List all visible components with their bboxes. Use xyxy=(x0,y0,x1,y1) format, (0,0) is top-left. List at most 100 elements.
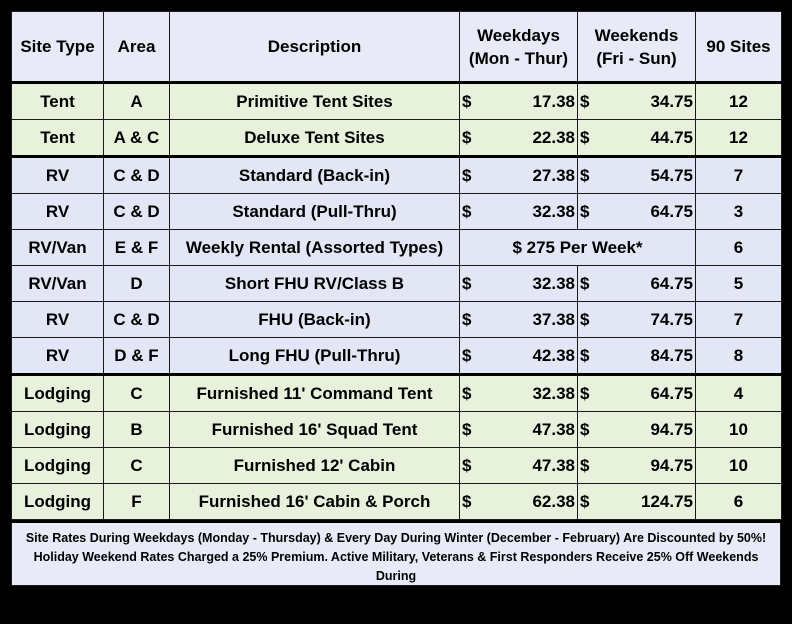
sites-count-cell: 6 xyxy=(695,483,782,520)
description-cell: Deluxe Tent Sites xyxy=(169,119,460,157)
site-type-cell: RV xyxy=(11,301,104,338)
area-cell: B xyxy=(103,411,170,448)
currency-symbol: $ xyxy=(462,345,472,365)
weekday-amount: 47.38 xyxy=(532,419,575,439)
currency-symbol: $ xyxy=(580,309,590,329)
area-cell: C & D xyxy=(103,155,170,194)
site-type-cell: RV xyxy=(11,337,104,375)
area-cell: E & F xyxy=(103,229,170,266)
sites-count-cell: 10 xyxy=(695,411,782,448)
weekend-rate-cell: $44.75 xyxy=(577,119,696,157)
weekend-amount: 74.75 xyxy=(650,309,693,329)
description-cell: Furnished 16' Squad Tent xyxy=(169,411,460,448)
area-cell: D & F xyxy=(103,337,170,375)
weekend-amount: 64.75 xyxy=(650,273,693,293)
rate-footnote: Site Rates During Weekdays (Monday - Thu… xyxy=(11,520,781,621)
description-cell: Furnished 11' Command Tent xyxy=(169,373,460,412)
header-weekends: Weekends (Fri - Sun) xyxy=(577,11,696,83)
weekend-rate-cell: $34.75 xyxy=(577,81,696,120)
currency-symbol: $ xyxy=(462,127,472,147)
sites-count-cell: 4 xyxy=(695,373,782,412)
weekday-rate-cell: $47.38 xyxy=(459,447,578,484)
weekend-amount: 84.75 xyxy=(650,345,693,365)
header-weekdays-title: Weekdays xyxy=(477,25,560,45)
weekend-rate-cell: $54.75 xyxy=(577,155,696,194)
footnote-line: the Regular Season (Weekdays & Winters A… xyxy=(20,586,772,624)
site-type-cell: RV xyxy=(11,155,104,194)
sites-count-cell: 3 xyxy=(695,193,782,230)
weekend-amount: 34.75 xyxy=(650,91,693,111)
header-weekdays-days: (Mon - Thur) xyxy=(468,48,569,68)
weekday-amount: 37.38 xyxy=(532,309,575,329)
sites-count-cell: 6 xyxy=(695,229,782,266)
currency-symbol: $ xyxy=(580,91,590,111)
currency-symbol: $ xyxy=(580,273,590,293)
site-type-cell: Tent xyxy=(11,81,104,120)
footnote-line: Holiday Weekend Rates Charged a 25% Prem… xyxy=(33,550,759,583)
weekend-amount: 94.75 xyxy=(650,455,693,475)
weekend-amount: 124.75 xyxy=(641,491,693,511)
sites-count-cell: 12 xyxy=(695,119,782,157)
sites-count-cell: 7 xyxy=(695,301,782,338)
weekday-rate-cell: $62.38 xyxy=(459,483,578,520)
weekend-rate-cell: $74.75 xyxy=(577,301,696,338)
weekday-rate-cell: $47.38 xyxy=(459,411,578,448)
weekend-rate-cell: $64.75 xyxy=(577,373,696,412)
area-cell: C xyxy=(103,373,170,412)
weekday-amount: 47.38 xyxy=(532,455,575,475)
currency-symbol: $ xyxy=(580,345,590,365)
currency-symbol: $ xyxy=(462,91,472,111)
table-row: RV C & D Standard (Pull-Thru) $32.38 $64… xyxy=(11,193,782,230)
weekend-rate-cell: $124.75 xyxy=(577,483,696,520)
weekend-rate-cell: $64.75 xyxy=(577,193,696,230)
weekend-rate-cell: $94.75 xyxy=(577,447,696,484)
currency-symbol: $ xyxy=(462,383,472,403)
header-area: Area xyxy=(103,11,170,83)
currency-symbol: $ xyxy=(462,309,472,329)
site-type-cell: RV/Van xyxy=(11,265,104,302)
weekday-amount: 22.38 xyxy=(532,127,575,147)
site-type-cell: RV/Van xyxy=(11,229,104,266)
weekday-amount: 32.38 xyxy=(532,383,575,403)
sites-count-cell: 12 xyxy=(695,81,782,120)
table-row: Tent A Primitive Tent Sites $17.38 $34.7… xyxy=(11,81,782,120)
weekday-rate-cell: $32.38 xyxy=(459,193,578,230)
weekend-amount: 64.75 xyxy=(650,201,693,221)
weekly-rate-cell: $ 275 Per Week* xyxy=(459,229,696,266)
currency-symbol: $ xyxy=(462,455,472,475)
currency-symbol: $ xyxy=(580,419,590,439)
table-row: Lodging C Furnished 11' Command Tent $32… xyxy=(11,373,782,412)
area-cell: F xyxy=(103,483,170,520)
description-cell: Weekly Rental (Assorted Types) xyxy=(169,229,460,266)
area-cell: D xyxy=(103,265,170,302)
footnote-text: the Regular Season ( xyxy=(26,588,151,602)
sites-count-cell: 7 xyxy=(695,155,782,194)
table-row: Lodging F Furnished 16' Cabin & Porch $6… xyxy=(11,483,782,520)
currency-symbol: $ xyxy=(580,165,590,185)
weekday-amount: 62.38 xyxy=(532,491,575,511)
weekday-rate-cell: $17.38 xyxy=(459,81,578,120)
header-sites: 90 Sites xyxy=(695,11,782,83)
weekday-amount: 27.38 xyxy=(532,165,575,185)
site-type-cell: Lodging xyxy=(11,411,104,448)
description-cell: Primitive Tent Sites xyxy=(169,81,460,120)
header-description: Description xyxy=(169,11,460,83)
header-weekends-title: Weekends xyxy=(594,25,679,45)
site-type-cell: Tent xyxy=(11,119,104,157)
header-site-type: Site Type xyxy=(11,11,104,83)
description-cell: Short FHU RV/Class B xyxy=(169,265,460,302)
currency-symbol: $ xyxy=(462,419,472,439)
currency-symbol: $ xyxy=(462,201,472,221)
weekend-amount: 94.75 xyxy=(650,419,693,439)
area-cell: C & D xyxy=(103,301,170,338)
description-cell: Furnished 12' Cabin xyxy=(169,447,460,484)
weekday-rate-cell: $22.38 xyxy=(459,119,578,157)
area-cell: A xyxy=(103,81,170,120)
table-row: RV/Van E & F Weekly Rental (Assorted Typ… xyxy=(11,229,782,266)
weekday-rate-cell: $32.38 xyxy=(459,265,578,302)
currency-symbol: $ xyxy=(462,491,472,511)
sites-count-cell: 10 xyxy=(695,447,782,484)
table-row: Lodging B Furnished 16' Squad Tent $47.3… xyxy=(11,411,782,448)
currency-symbol: $ xyxy=(580,455,590,475)
header-weekends-days: (Fri - Sun) xyxy=(596,48,677,68)
